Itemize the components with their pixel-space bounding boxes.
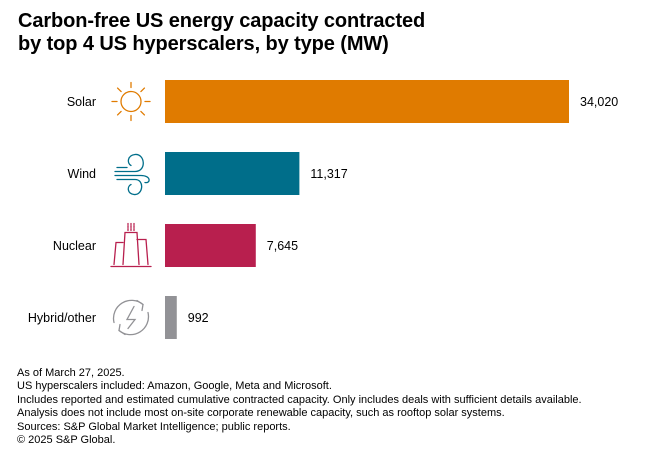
chart-title-line-1: Carbon-free US energy capacity contracte… (18, 10, 426, 32)
nuclear-plant-icon (110, 222, 152, 268)
footnote-date: As of March 27, 2025. (17, 367, 125, 379)
value-label: 7,645 (267, 239, 298, 253)
bar-nuclear (165, 224, 256, 267)
value-label: 992 (188, 311, 209, 325)
footnote-copyright: © 2025 S&P Global. (17, 434, 116, 447)
category-label: Solar (67, 95, 96, 109)
footnote-hyperscalers: US hyperscalers included: Amazon, Google… (17, 380, 332, 393)
bar-solar (165, 80, 569, 123)
sun-icon (111, 81, 151, 122)
category-label: Nuclear (53, 239, 96, 253)
renewable-cycle-icon (112, 299, 150, 336)
category-label: Wind (68, 167, 97, 181)
bar-chart: Solar 34,020 Wind 11,317 Nuclear 7,645 Hybrid/… (28, 80, 618, 339)
bar-hybrid-other (165, 296, 177, 339)
wind-icon (114, 153, 150, 196)
bar-wind (165, 152, 300, 195)
value-label: 11,317 (310, 167, 347, 181)
footnote-exclusions: Analysis does not include most on-site c… (17, 407, 505, 420)
chart-title: Carbon-free US energy capacity contracte… (18, 10, 638, 56)
footnotes: As of March 27, 2025. US hyperscalers in… (17, 367, 582, 447)
value-label: 34,020 (580, 95, 618, 109)
footnote-sources: Sources: S&P Global Market Intelligence;… (17, 420, 291, 433)
chart-title-line-2: by top 4 US hyperscalers, by type (MW) (18, 33, 389, 55)
footnote-scope: Includes reported and estimated cumulati… (17, 393, 582, 406)
category-label: Hybrid/other (28, 311, 96, 325)
